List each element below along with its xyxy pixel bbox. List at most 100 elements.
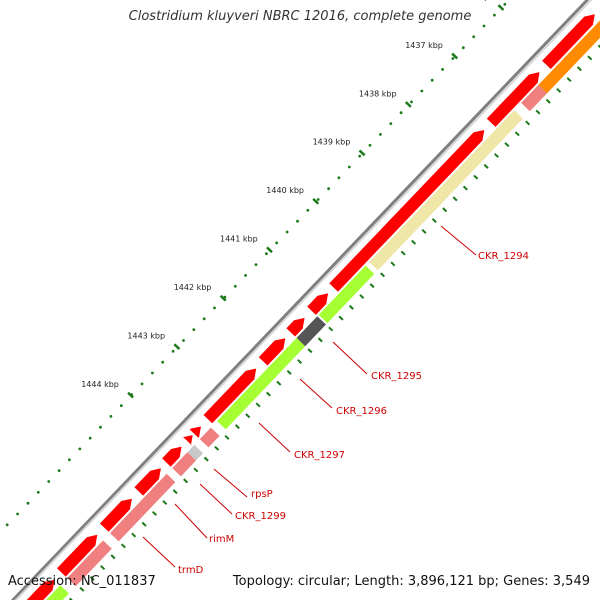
dark-gray-gene: [296, 316, 326, 347]
inner-tick: [214, 445, 220, 451]
inner-tick: [525, 120, 531, 126]
ruler-dot: [296, 219, 299, 223]
ruler-dot: [68, 458, 71, 462]
ruler-label: 1438 kbp: [359, 89, 397, 98]
inner-tick: [348, 304, 354, 310]
salmon-gene: [199, 427, 220, 448]
inner-tick: [328, 326, 334, 332]
inner-tick: [245, 413, 251, 419]
ruler-label: 1437 kbp: [405, 41, 443, 50]
gene-label: rpsP: [251, 489, 273, 500]
ruler-dot: [493, 13, 496, 17]
ruler-dot: [451, 57, 455, 60]
ruler-dot: [420, 89, 424, 93]
pale-yellow-gene: [369, 110, 523, 271]
ruler-dot: [57, 469, 61, 472]
inner-tick: [369, 283, 375, 289]
inner-tick: [390, 261, 396, 267]
lime-gene: [217, 337, 306, 430]
inner-tick: [276, 380, 282, 386]
ruler-dot: [389, 122, 393, 125]
ruler-dot: [482, 24, 486, 28]
ruler-dot: [461, 46, 465, 50]
gene-label: CKR_1296: [336, 406, 387, 417]
red-gene-arrow: [182, 435, 193, 446]
callout-line: [199, 483, 233, 515]
red-gene-arrow: [99, 498, 132, 532]
inner-tick: [535, 109, 541, 115]
ruler-dot: [109, 415, 113, 418]
orange-gene: [538, 20, 600, 94]
ruler-dot: [5, 523, 9, 527]
ruler-dot: [358, 154, 362, 158]
inner-tick: [380, 272, 385, 278]
salmon-gene: [521, 84, 548, 112]
ruler-dot: [379, 133, 382, 136]
ruler-major-tick: [451, 52, 459, 60]
ruler-dot: [337, 176, 341, 180]
inner-tick: [307, 348, 313, 354]
inner-tick: [297, 359, 303, 365]
inner-tick: [462, 185, 468, 191]
ruler-major-tick: [358, 149, 366, 157]
red-gene-arrow: [486, 72, 540, 127]
light-gray-gene: [187, 444, 203, 461]
ruler-label: 1444 kbp: [81, 380, 119, 389]
ruler-dot: [265, 252, 268, 256]
ruler-dot: [192, 328, 196, 331]
gene-features: [26, 14, 600, 600]
ruler-dot: [99, 425, 102, 429]
inner-tick: [421, 228, 427, 234]
inner-tick: [359, 294, 365, 299]
lime-gene: [318, 265, 375, 324]
inner-tick: [79, 586, 85, 592]
callout-line: [213, 468, 248, 498]
salmon-gene: [172, 452, 197, 477]
callout-line: [440, 225, 477, 256]
ruler-label: 1441 kbp: [220, 235, 258, 244]
ruler-dot: [306, 208, 310, 212]
gene-label: CKR_1294: [478, 251, 529, 262]
red-gene-arrow: [307, 293, 329, 315]
inner-tick: [338, 315, 344, 321]
ruler-label: 1442 kbp: [174, 283, 212, 292]
ruler-dot: [430, 78, 434, 82]
ruler-dot: [151, 371, 154, 375]
ruler-major-tick: [173, 343, 181, 350]
ruler-dot: [472, 35, 476, 39]
inner-tick: [494, 153, 499, 158]
inner-tick: [431, 218, 437, 224]
ruler-major-tick: [127, 391, 134, 399]
gene-label: trmD: [178, 565, 204, 576]
inner-tick: [545, 98, 551, 104]
ruler-dot: [78, 447, 82, 451]
inner-tick: [89, 575, 95, 581]
red-gene-arrow: [542, 14, 595, 70]
ruler-major-tick: [497, 4, 505, 11]
ruler-dot: [47, 480, 51, 483]
gene-callouts: CKR_1294 CKR_1295 CKR_1296 CKR_1297 rpsP CKR_…: [142, 225, 529, 576]
inner-tick: [162, 500, 168, 506]
inner-tick: [566, 77, 572, 83]
ruler-dot: [202, 317, 206, 321]
callout-line: [258, 422, 291, 453]
ruler-label: 1439 kbp: [313, 138, 351, 147]
gene-label: CKR_1299: [235, 511, 286, 522]
callout-line: [332, 341, 368, 375]
inner-tick: [69, 597, 73, 600]
ruler-major-tick: [219, 294, 227, 302]
ruler-dot: [503, 2, 507, 6]
ruler-major-tick: [266, 246, 273, 254]
ruler-major-tick: [312, 198, 320, 205]
accession-label: Accession: NC_011837: [8, 574, 156, 589]
ruler-label: 1443 kbp: [127, 332, 165, 341]
red-gene-arrow: [203, 368, 257, 424]
red-gene-arrow: [134, 468, 161, 496]
map-title: Clostridium kluyveri NBRC 12016, complet…: [128, 9, 472, 24]
red-gene-arrow: [286, 317, 305, 337]
inner-tick: [100, 565, 106, 571]
